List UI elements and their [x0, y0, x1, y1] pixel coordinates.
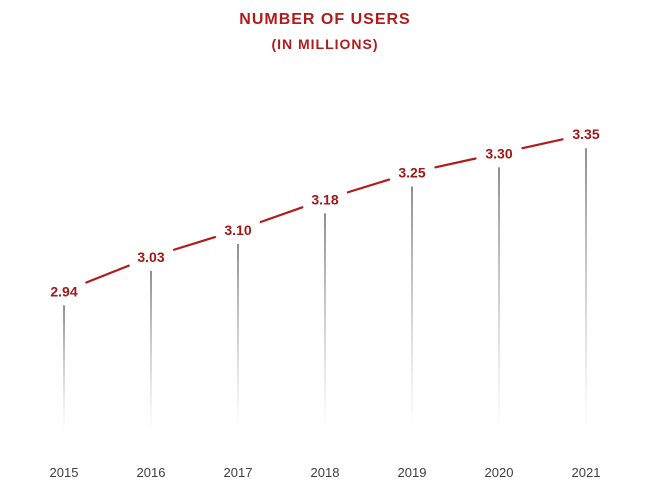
x-tick-label-2017: 2017 — [224, 465, 253, 480]
x-tick-label-2018: 2018 — [311, 465, 340, 480]
data-label-2021: 3.35 — [572, 126, 599, 142]
line-segment-2015-2016 — [85, 264, 130, 284]
drop-line-2019 — [411, 186, 413, 432]
chart-subtitle: (IN MILLIONS) — [271, 36, 379, 52]
line-segment-2018-2019 — [346, 178, 391, 194]
data-label-2018: 3.18 — [311, 191, 338, 207]
line-segment-2019-2020 — [434, 157, 477, 169]
drop-line-2015 — [63, 305, 65, 432]
data-label-2015: 2.94 — [50, 283, 77, 299]
x-tick-label-2021: 2021 — [572, 465, 601, 480]
chart-title: NUMBER OF USERS — [239, 11, 411, 28]
line-segment-2020-2021 — [521, 138, 564, 150]
data-label-2019: 3.25 — [398, 165, 425, 181]
line-segment-2017-2018 — [259, 206, 304, 224]
drop-line-2021 — [585, 148, 587, 432]
data-label-2020: 3.30 — [485, 145, 512, 161]
x-tick-label-2016: 2016 — [137, 465, 166, 480]
line-segment-2016-2017 — [172, 235, 217, 251]
data-label-2016: 3.03 — [137, 249, 164, 265]
x-tick-label-2020: 2020 — [485, 465, 514, 480]
data-label-2017: 3.10 — [224, 222, 251, 238]
drop-line-2020 — [498, 167, 500, 433]
drop-line-2017 — [237, 244, 239, 432]
x-tick-label-2015: 2015 — [50, 465, 79, 480]
drop-line-2018 — [324, 213, 326, 432]
drop-line-2016 — [150, 270, 152, 432]
x-tick-label-2019: 2019 — [398, 465, 427, 480]
